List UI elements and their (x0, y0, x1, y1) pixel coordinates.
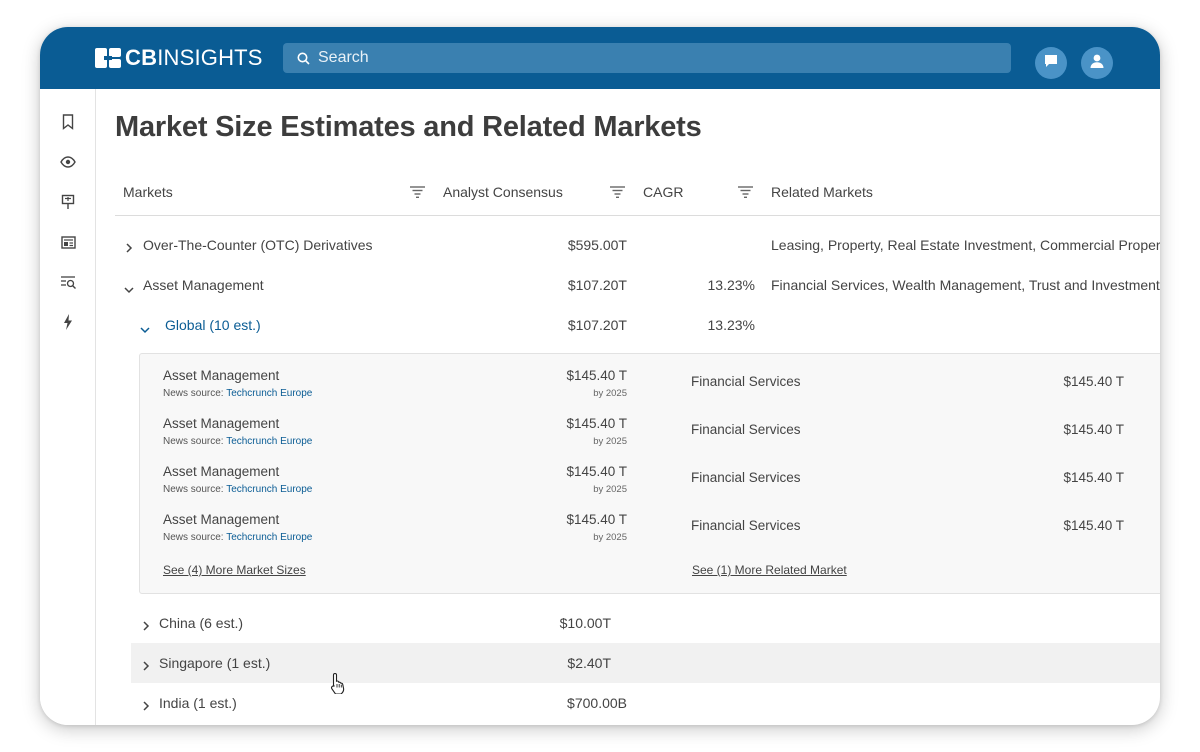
source-link[interactable]: Techcrunch Europe (226, 484, 313, 495)
logo-mark-icon (95, 48, 121, 68)
user-icon (1089, 53, 1105, 74)
eye-icon[interactable] (58, 152, 78, 172)
chevron-right-icon[interactable] (125, 240, 133, 258)
market-name-otc-derivatives[interactable]: Over-The-Counter (OTC) Derivatives (143, 237, 373, 253)
related-market-value: $145.40 T (1063, 518, 1124, 533)
chevron-down-icon[interactable] (140, 321, 150, 339)
estimate-market-name: Asset Management (163, 512, 280, 527)
region-india[interactable]: India (1 est.) (159, 695, 237, 711)
consensus-value: $107.20T (567, 317, 627, 333)
hand-cursor-icon (330, 672, 346, 699)
estimate-year: by 2025 (593, 532, 627, 543)
related-markets-text: Leasing, Property, Real Estate Investmen… (771, 237, 1160, 253)
estimate-market-name: Asset Management (163, 464, 280, 479)
chevron-right-icon[interactable] (142, 658, 150, 676)
region-singapore[interactable]: Singapore (1 est.) (159, 655, 271, 671)
lightning-icon[interactable] (58, 312, 78, 332)
estimate-year: by 2025 (593, 388, 627, 399)
bookmark-icon[interactable] (58, 112, 78, 132)
news-icon[interactable] (58, 232, 78, 252)
consensus-value: $107.20T (567, 277, 627, 293)
estimate-source: News source: Techcrunch Europe (163, 484, 313, 495)
estimate-source: News source: Techcrunch Europe (163, 532, 313, 543)
table-row-hover[interactable] (131, 643, 1160, 683)
market-name-asset-management[interactable]: Asset Management (143, 277, 264, 293)
consensus-value: $595.00T (567, 237, 627, 253)
chevron-right-icon[interactable] (142, 698, 150, 716)
consensus-filter-icon[interactable] (610, 185, 625, 203)
see-more-related-market-link[interactable]: See (1) More Related Market (692, 563, 847, 577)
messages-button[interactable] (1035, 47, 1067, 79)
page-title: Market Size Estimates and Related Market… (115, 111, 702, 143)
app-window: CBINSIGHTS (40, 27, 1160, 725)
related-market-name: Financial Services (691, 422, 801, 437)
estimate-market-name: Asset Management (163, 416, 280, 431)
estimate-value: $145.40 T (566, 416, 627, 431)
estimate-value: $145.40 T (566, 464, 627, 479)
consensus-value: $2.40T (567, 655, 611, 671)
column-header-analyst-consensus[interactable]: Analyst Consensus (443, 184, 563, 200)
column-header-related-markets[interactable]: Related Markets (771, 184, 873, 200)
markets-filter-icon[interactable] (410, 185, 425, 203)
cagr-filter-icon[interactable] (738, 185, 753, 203)
estimate-source: News source: Techcrunch Europe (163, 436, 313, 447)
region-china[interactable]: China (6 est.) (159, 615, 244, 631)
related-market-value: $145.40 T (1063, 422, 1124, 437)
column-header-markets[interactable]: Markets (123, 184, 173, 200)
cagr-value: 13.23% (707, 277, 755, 293)
top-bar: CBINSIGHTS (40, 27, 1160, 89)
cagr-value: 13.23% (707, 317, 755, 333)
search-icon (297, 52, 310, 65)
chat-icon (1044, 54, 1058, 73)
estimate-value: $145.40 T (566, 368, 627, 383)
related-market-value: $145.40 T (1063, 374, 1124, 389)
related-market-name: Financial Services (691, 374, 801, 389)
estimate-year: by 2025 (593, 484, 627, 495)
source-link[interactable]: Techcrunch Europe (226, 388, 313, 399)
region-global[interactable]: Global (10 est.) (165, 317, 261, 333)
sidebar (40, 89, 96, 725)
estimate-value: $145.40 T (566, 512, 627, 527)
consensus-value: $700.00B (567, 695, 627, 711)
chevron-down-icon[interactable] (124, 281, 134, 299)
related-markets-text: Financial Services, Wealth Management, T… (771, 277, 1160, 293)
related-market-name: Financial Services (691, 518, 801, 533)
source-link[interactable]: Techcrunch Europe (226, 436, 313, 447)
presentation-icon[interactable] (58, 192, 78, 212)
cb-insights-logo[interactable]: CBINSIGHTS (95, 47, 263, 69)
estimates-detail-panel: Asset Management News source: Techcrunch… (139, 353, 1160, 594)
consensus-value: $10.00T (559, 615, 611, 631)
chevron-right-icon[interactable] (142, 618, 150, 636)
estimate-year: by 2025 (593, 436, 627, 447)
search-bar[interactable] (283, 43, 1011, 73)
see-more-market-sizes-link[interactable]: See (4) More Market Sizes (163, 563, 306, 577)
source-link[interactable]: Techcrunch Europe (226, 532, 313, 543)
related-market-value: $145.40 T (1063, 470, 1124, 485)
header-divider (115, 215, 1160, 216)
column-header-cagr[interactable]: CAGR (643, 184, 684, 200)
estimate-market-name: Asset Management (163, 368, 280, 383)
logo-text: CBINSIGHTS (125, 45, 263, 70)
related-market-name: Financial Services (691, 470, 801, 485)
profile-button[interactable] (1081, 47, 1113, 79)
search-input[interactable] (318, 49, 918, 67)
search-list-icon[interactable] (58, 272, 78, 292)
estimate-source: News source: Techcrunch Europe (163, 388, 313, 399)
